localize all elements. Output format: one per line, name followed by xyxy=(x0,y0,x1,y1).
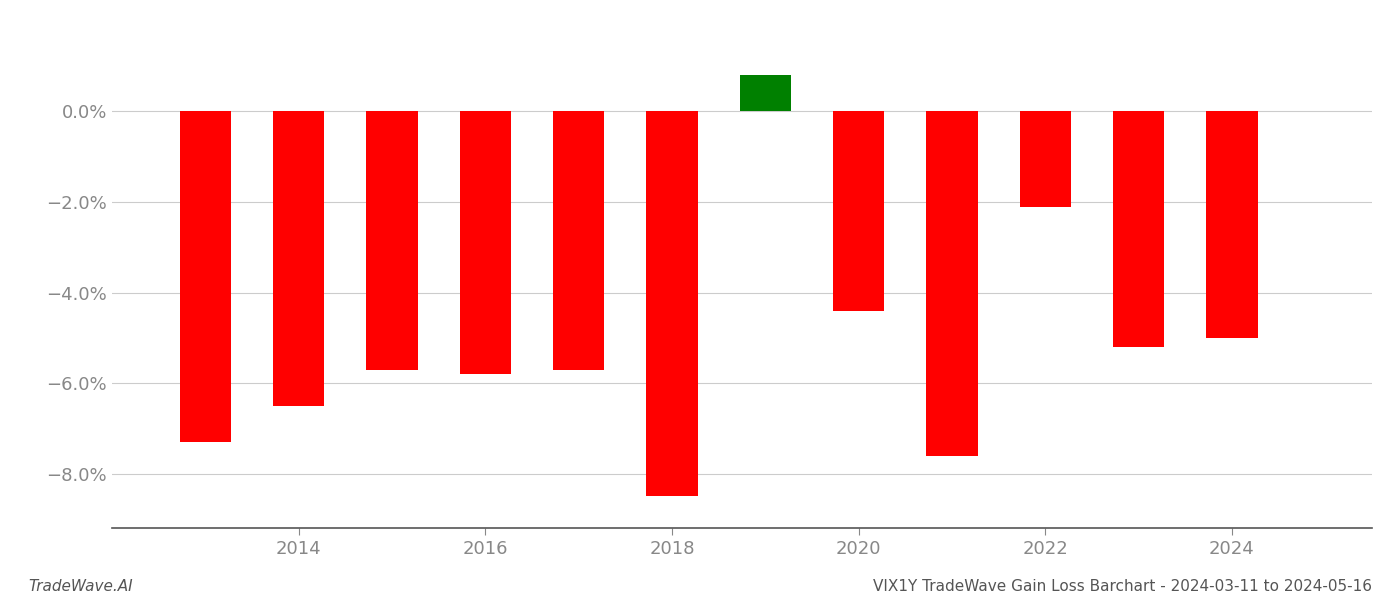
Text: VIX1Y TradeWave Gain Loss Barchart - 2024-03-11 to 2024-05-16: VIX1Y TradeWave Gain Loss Barchart - 202… xyxy=(874,579,1372,594)
Bar xyxy=(553,112,605,370)
Bar xyxy=(739,75,791,112)
Bar xyxy=(1019,112,1071,206)
Bar xyxy=(367,112,417,370)
Bar xyxy=(927,112,977,455)
Bar xyxy=(459,112,511,374)
Bar xyxy=(1113,112,1165,347)
Bar xyxy=(833,112,885,311)
Bar xyxy=(647,112,697,496)
Bar xyxy=(179,112,231,442)
Text: TradeWave.AI: TradeWave.AI xyxy=(28,579,133,594)
Bar xyxy=(1207,112,1257,338)
Bar xyxy=(273,112,325,406)
